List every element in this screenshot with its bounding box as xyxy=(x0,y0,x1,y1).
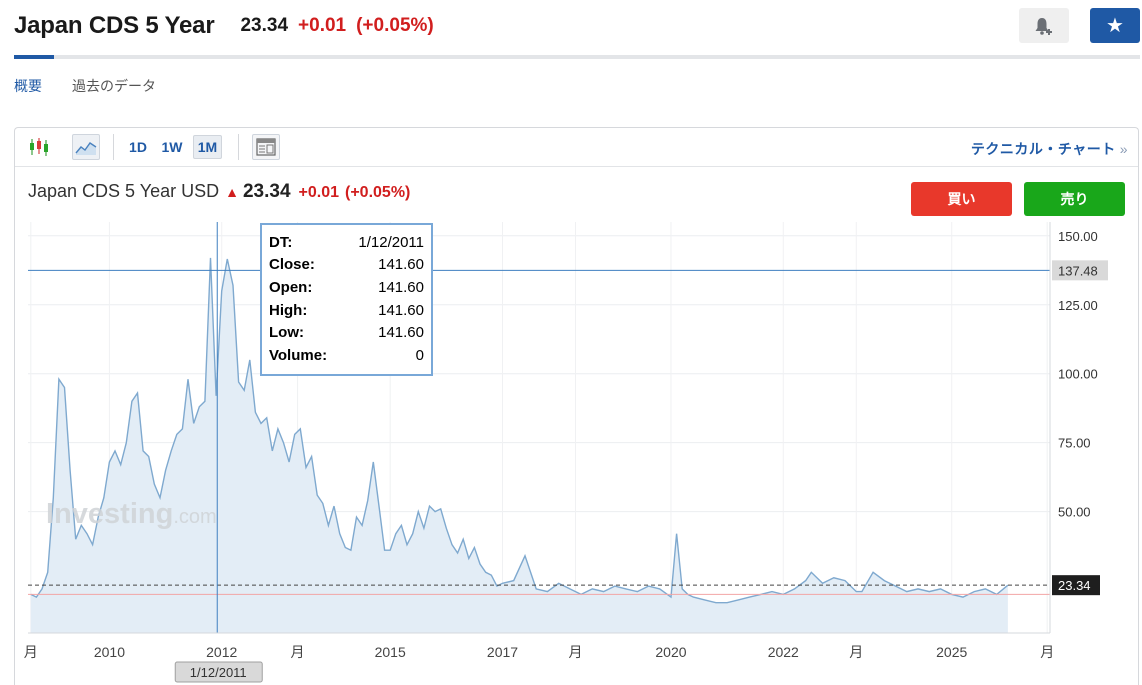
period-1w[interactable]: 1W xyxy=(161,139,183,155)
x-tick-label: 2022 xyxy=(768,644,799,660)
instrument-price: 23.34 xyxy=(240,15,289,36)
x-tick-label: 月 xyxy=(291,644,305,660)
tooltip-row: Volume: 0 xyxy=(269,344,424,367)
sell-button[interactable]: 売り xyxy=(1024,182,1125,216)
instrument-header: Japan CDS 5 Year 23.34 +0.01 (+0.05%) ★ xyxy=(14,8,1140,44)
tooltip-label: Open: xyxy=(269,278,313,296)
investing-watermark: Investing.com xyxy=(46,498,217,530)
crosshair-x-label-box xyxy=(174,661,263,683)
toolbar-divider xyxy=(113,134,114,160)
y-tick-label: 75.00 xyxy=(1058,436,1091,451)
chart-instrument-name: Japan CDS 5 Year USD xyxy=(28,181,220,201)
chart-change-pct: (+0.05%) xyxy=(345,184,411,201)
tab-overview[interactable]: 概要 xyxy=(14,78,42,94)
tooltip-row: Open: 141.60 xyxy=(269,276,424,299)
tooltip-value: 1/12/2011 xyxy=(358,233,424,251)
y-tick-label: 50.00 xyxy=(1058,505,1091,520)
tooltip-value: 0 xyxy=(415,346,424,364)
technical-chart-link[interactable]: テクニカル・チャート» xyxy=(971,139,1128,159)
last-price-label: 23.34 xyxy=(1058,578,1091,593)
chart-change: +0.01 xyxy=(298,184,339,201)
x-tick-label: 2020 xyxy=(655,644,686,660)
period-1m[interactable]: 1M xyxy=(193,135,222,159)
crosshair-y-label: 137.48 xyxy=(1058,263,1098,278)
tooltip-label: Volume: xyxy=(269,346,328,364)
data-tooltip: DT: 1/12/2011 Close: 141.60 Open: 141.60 Hi… xyxy=(260,223,433,376)
x-tick-label: 2015 xyxy=(375,644,406,660)
x-tick-label: 2017 xyxy=(487,644,518,660)
tooltip-label: Low: xyxy=(269,324,304,342)
star-icon: ★ xyxy=(1106,15,1124,37)
tooltip-label: DT: xyxy=(269,233,293,251)
x-tick-label: 2012 xyxy=(206,644,237,660)
buy-button[interactable]: 買い xyxy=(911,182,1012,216)
x-tick-label: 2010 xyxy=(94,644,125,660)
tooltip-label: High: xyxy=(269,301,308,319)
candlestick-icon[interactable] xyxy=(25,134,53,160)
x-tick-label: 2025 xyxy=(936,644,967,660)
chart-panel: 1D 1W 1M テクニカル・チャート» Japan CDS 5 Year US… xyxy=(14,127,1139,685)
tooltip-value: 141.60 xyxy=(378,278,424,296)
x-tick-label: 月 xyxy=(569,644,583,660)
instrument-change-pct: (+0.05%) xyxy=(356,15,434,36)
tooltip-row: High: 141.60 xyxy=(269,299,424,322)
area-chart-icon[interactable] xyxy=(72,134,100,160)
chart-title-row: Japan CDS 5 Year USD ▲ 23.34 +0.01 (+0.0… xyxy=(28,181,410,203)
add-alert-button[interactable] xyxy=(1019,8,1069,43)
toolbar-divider xyxy=(238,134,239,160)
series-area xyxy=(30,257,1008,633)
sub-navigation: 概要 過去のデータ xyxy=(14,76,186,96)
arrow-up-icon: ▲ xyxy=(225,184,239,200)
y-tick-label: 100.00 xyxy=(1058,367,1098,382)
tooltip-row: Close: 141.60 xyxy=(269,254,424,277)
chart-price: 23.34 xyxy=(242,181,291,202)
y-tick-label: 125.00 xyxy=(1058,298,1098,313)
bell-plus-icon xyxy=(1035,17,1052,35)
technical-chart-label: テクニカル・チャート xyxy=(970,141,1116,157)
instrument-change: +0.01 xyxy=(298,15,347,36)
tooltip-row: Low: 141.60 xyxy=(269,321,424,344)
tooltip-value: 141.60 xyxy=(378,324,424,342)
series-line xyxy=(30,257,1009,604)
x-tick-label: 月 xyxy=(849,644,863,660)
chevron-right-icon: » xyxy=(1119,141,1128,157)
tab-historical-data[interactable]: 過去のデータ xyxy=(72,78,156,94)
crosshair-y-label-box xyxy=(1052,260,1108,281)
last-price-label-box xyxy=(1052,575,1100,596)
period-1d[interactable]: 1D xyxy=(129,139,147,155)
tooltip-row: DT: 1/12/2011 xyxy=(269,231,424,254)
x-tick-label: 月 xyxy=(24,644,38,660)
header-underline xyxy=(14,55,1140,59)
crosshair-x-label: 1/12/2011 xyxy=(190,665,247,680)
instrument-title: Japan CDS 5 Year xyxy=(14,12,215,39)
tooltip-value: 141.60 xyxy=(378,256,424,274)
table-view-icon[interactable] xyxy=(252,134,280,160)
y-tick-label: 150.00 xyxy=(1058,229,1098,244)
x-tick-label: 月 xyxy=(1040,644,1054,660)
active-tab-indicator xyxy=(14,55,54,59)
watchlist-star-button[interactable]: ★ xyxy=(1090,8,1140,43)
tooltip-label: Close: xyxy=(269,256,315,274)
chart-toolbar: 1D 1W 1M テクニカル・チャート» xyxy=(15,128,1138,167)
tooltip-value: 141.60 xyxy=(378,301,424,319)
